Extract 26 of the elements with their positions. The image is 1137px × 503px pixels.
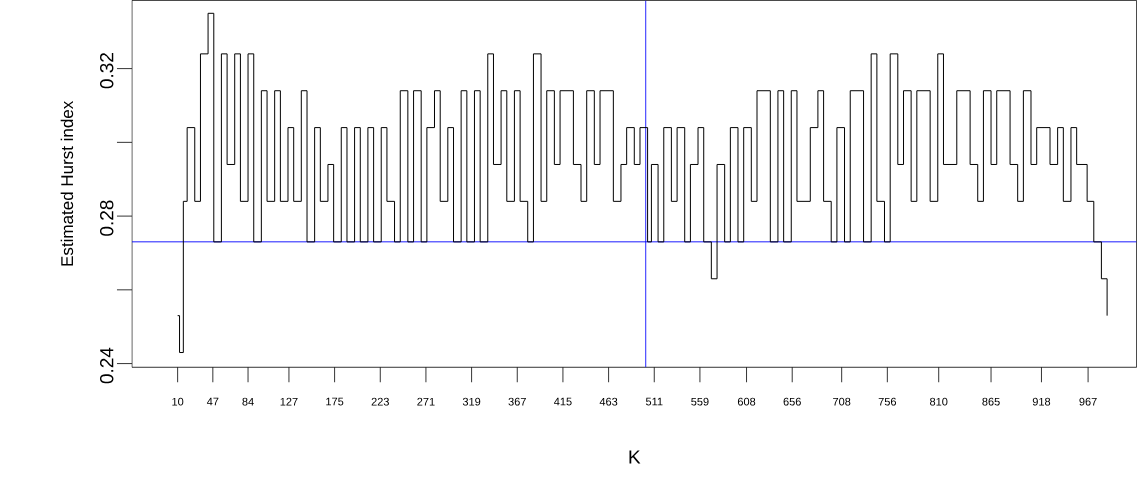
x-tick-label: 10 (172, 397, 184, 406)
x-tick-label: 559 (691, 397, 709, 406)
x-tick-label: 319 (462, 397, 481, 406)
x-tick-label: 127 (280, 397, 298, 406)
x-tick-label: 756 (878, 397, 897, 406)
x-tick-label: 415 (554, 397, 572, 406)
x-tick-label: 810 (930, 397, 948, 406)
y-tick-label: 0.24 (99, 347, 114, 384)
y-tick-label: 0.28 (99, 200, 114, 236)
x-tick-label: 223 (371, 397, 389, 406)
x-tick-label: 608 (737, 397, 756, 406)
y-tick-label: 0.32 (99, 52, 114, 89)
x-tick-label: 47 (206, 397, 219, 406)
x-tick-label: 511 (645, 397, 663, 406)
x-tick-label: 967 (1079, 397, 1097, 406)
x-tick-label: 367 (508, 397, 526, 406)
x-tick-label: 918 (1032, 397, 1051, 406)
x-tick-label: 463 (599, 397, 618, 406)
x-tick-label: 175 (326, 397, 344, 406)
x-tick-label: 84 (242, 397, 254, 406)
x-tick-label: 865 (982, 397, 1000, 406)
y-axis-title: Estimated Hurst index (60, 100, 74, 266)
x-tick-label: 271 (417, 397, 435, 406)
x-tick-label: 708 (833, 397, 851, 406)
x-tick-label: 656 (783, 397, 801, 406)
x-axis-title: K (629, 450, 641, 464)
